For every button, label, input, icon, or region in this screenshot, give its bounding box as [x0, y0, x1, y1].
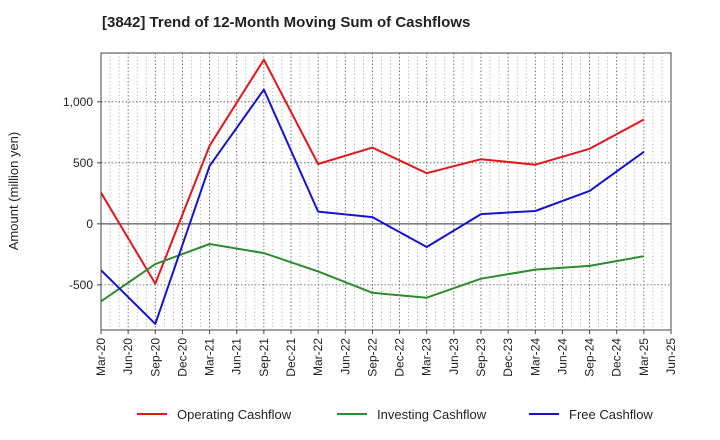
x-tick-label: Jun-20	[121, 338, 135, 375]
y-tick-label: 0	[86, 217, 93, 231]
x-tick-label: Sep-21	[257, 338, 271, 377]
chart-title: [3842] Trend of 12-Month Moving Sum of C…	[102, 14, 471, 31]
x-tick-label: Dec-22	[393, 338, 407, 377]
series-line-0	[100, 58, 645, 285]
x-tick-label: Mar-23	[420, 338, 434, 376]
y-tick-label: 1,000	[63, 95, 93, 109]
y-tick-label: 500	[73, 156, 93, 170]
series-lines	[100, 58, 645, 325]
legend-label-2: Free Cashflow	[569, 407, 653, 422]
x-tick-label: Dec-20	[175, 338, 189, 377]
y-axis-tick-labels: -500 0 500 1,000	[63, 95, 101, 292]
x-tick-label: Mar-24	[528, 338, 542, 376]
x-tick-label: Dec-23	[501, 338, 515, 377]
x-tick-label: Sep-24	[583, 338, 597, 377]
x-axis-tick-labels: Mar-20 Jun-20 Sep-20 Dec-20 Mar-21 Jun-21 Sep-…	[94, 330, 678, 377]
plot-frame	[100, 52, 672, 331]
plot-border	[100, 52, 672, 331]
x-tick-label: Mar-25	[637, 338, 651, 376]
x-tick-label: Sep-22	[365, 338, 379, 377]
x-tick-label: Mar-22	[311, 338, 325, 376]
x-tick-label: Jun-21	[230, 338, 244, 375]
y-axis-title: Amount (million yen)	[6, 132, 21, 251]
series-line-1	[100, 243, 645, 303]
vertical-gridlines	[100, 53, 672, 330]
legend-label-1: Investing Cashflow	[377, 407, 487, 422]
x-tick-label: Dec-21	[284, 338, 298, 377]
x-tick-label: Mar-20	[94, 338, 108, 376]
plot-background	[101, 53, 671, 330]
legend-label-0: Operating Cashflow	[177, 407, 292, 422]
x-tick-label: Mar-21	[203, 338, 217, 376]
x-tick-label: Jun-23	[447, 338, 461, 375]
x-tick-label: Sep-20	[148, 338, 162, 377]
x-tick-label: Sep-23	[474, 338, 488, 377]
plot-area	[101, 53, 671, 330]
legend: Operating Cashflow Investing Cashflow Free…	[137, 407, 653, 422]
x-tick-label: Jun-22	[338, 338, 352, 375]
x-tick-label: Jun-25	[664, 338, 678, 375]
x-tick-label: Jun-24	[555, 338, 569, 375]
series-line-2	[100, 88, 645, 325]
y-tick-label: -500	[69, 278, 93, 292]
x-tick-label: Dec-24	[610, 338, 624, 377]
